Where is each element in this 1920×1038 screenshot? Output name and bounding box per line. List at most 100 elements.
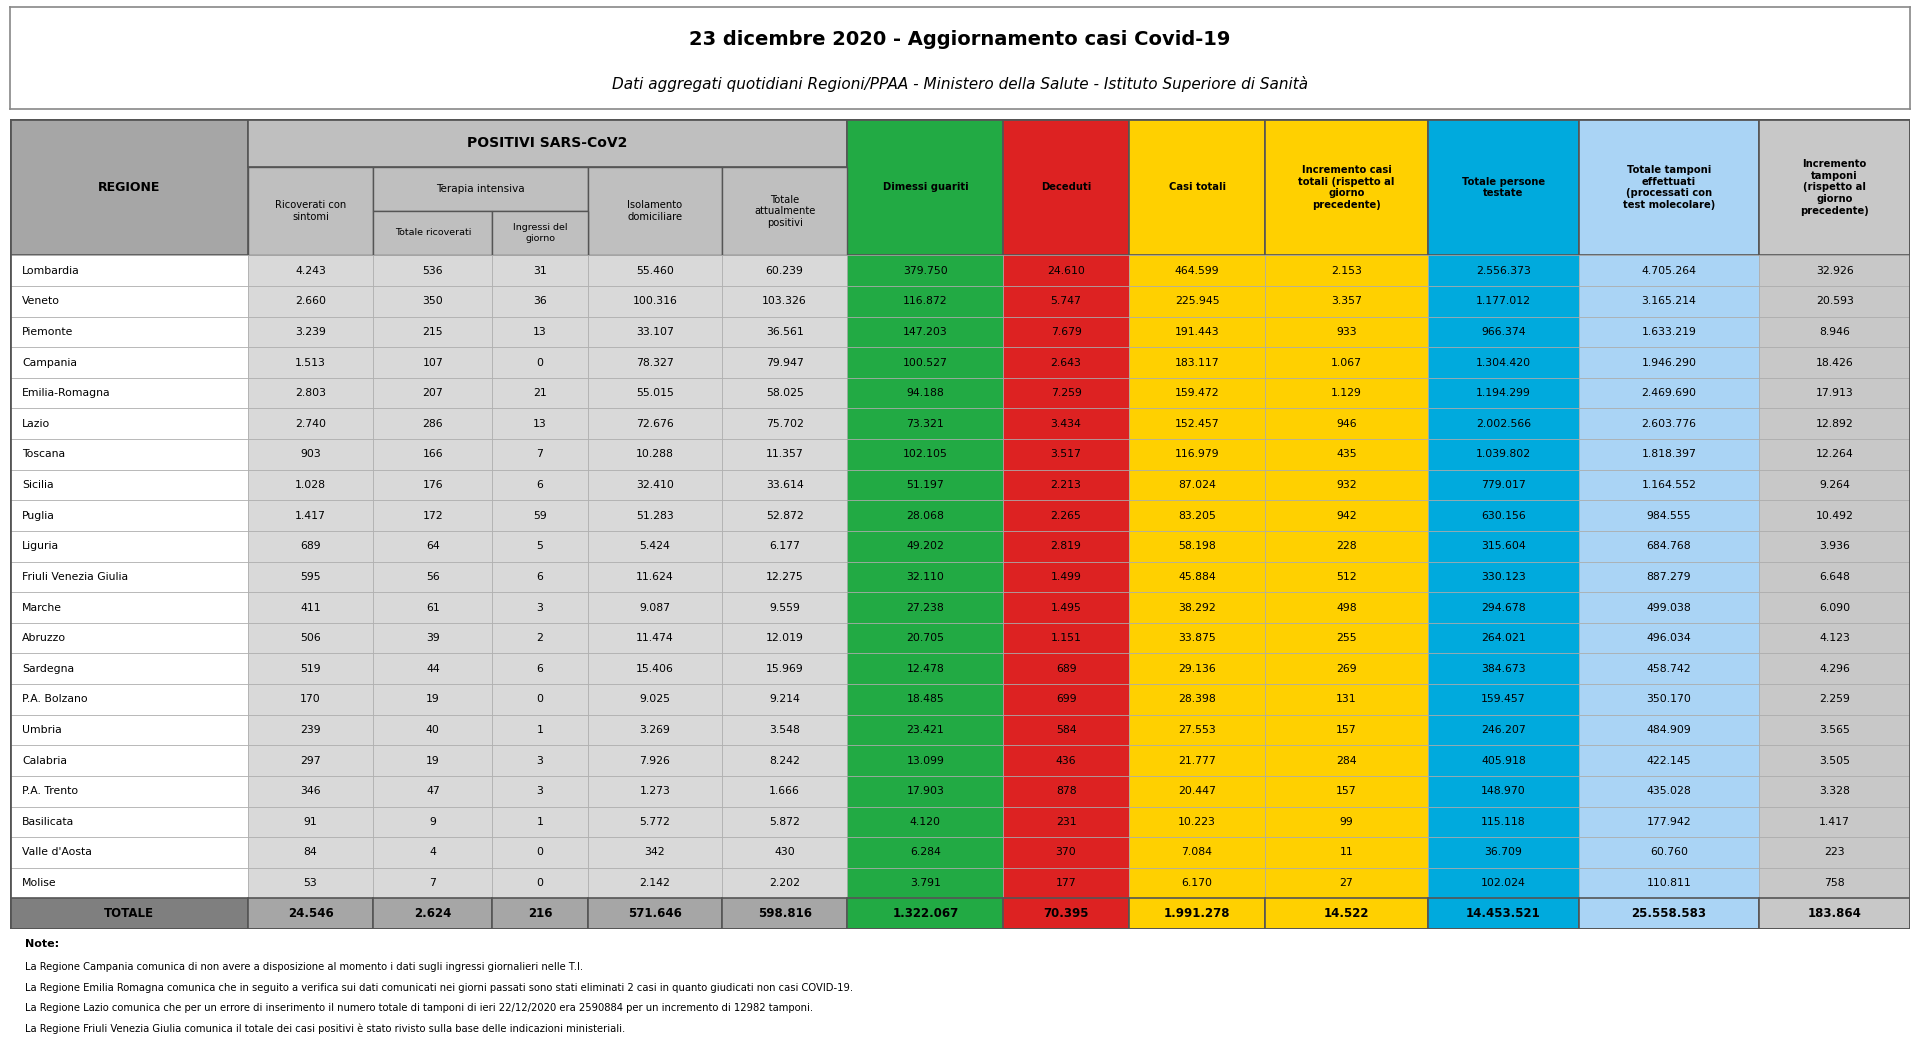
Text: 2.603.776: 2.603.776 bbox=[1642, 418, 1697, 429]
Bar bbox=[1129, 119, 1265, 255]
Text: 28.068: 28.068 bbox=[906, 511, 945, 521]
Bar bbox=[372, 348, 492, 378]
Bar bbox=[372, 317, 492, 348]
Bar bbox=[847, 286, 1004, 317]
Bar bbox=[248, 286, 372, 317]
Bar bbox=[10, 868, 248, 899]
Text: Ingressi del
giorno: Ingressi del giorno bbox=[513, 223, 566, 243]
Text: 4.243: 4.243 bbox=[296, 266, 326, 276]
Text: 5.747: 5.747 bbox=[1050, 296, 1081, 306]
Bar bbox=[1129, 562, 1265, 593]
Bar bbox=[1129, 409, 1265, 439]
Text: POSITIVI SARS-CoV2: POSITIVI SARS-CoV2 bbox=[467, 136, 628, 151]
Bar bbox=[1428, 868, 1578, 899]
Text: 102.105: 102.105 bbox=[902, 449, 948, 460]
Text: 23 dicembre 2020 - Aggiornamento casi Covid-19: 23 dicembre 2020 - Aggiornamento casi Co… bbox=[689, 30, 1231, 50]
Bar bbox=[1265, 255, 1428, 286]
Text: Totale tamponi
effettuati
(processati con
test molecolare): Totale tamponi effettuati (processati co… bbox=[1622, 165, 1715, 210]
Text: 11.624: 11.624 bbox=[636, 572, 674, 582]
Text: 176: 176 bbox=[422, 480, 444, 490]
Text: Incremento
tamponi
(rispetto al
giorno
precedente): Incremento tamponi (rispetto al giorno p… bbox=[1801, 159, 1868, 216]
Bar bbox=[847, 807, 1004, 838]
Text: Sardegna: Sardegna bbox=[23, 663, 75, 674]
Text: 12.019: 12.019 bbox=[766, 633, 804, 644]
Bar bbox=[722, 409, 847, 439]
Text: Piemonte: Piemonte bbox=[23, 327, 73, 337]
Text: 116.872: 116.872 bbox=[902, 296, 948, 306]
Bar bbox=[1129, 868, 1265, 899]
Text: 157: 157 bbox=[1336, 725, 1357, 735]
Text: 7.926: 7.926 bbox=[639, 756, 670, 766]
Bar bbox=[372, 167, 588, 211]
Bar bbox=[1759, 470, 1910, 500]
Text: 40: 40 bbox=[426, 725, 440, 735]
Text: 2.153: 2.153 bbox=[1331, 266, 1361, 276]
Bar bbox=[492, 623, 588, 654]
Bar bbox=[847, 470, 1004, 500]
Bar bbox=[588, 255, 722, 286]
Bar bbox=[372, 531, 492, 562]
Text: 946: 946 bbox=[1336, 418, 1357, 429]
Bar bbox=[372, 409, 492, 439]
Bar bbox=[1578, 776, 1759, 807]
Bar bbox=[588, 776, 722, 807]
Text: Umbria: Umbria bbox=[23, 725, 61, 735]
Bar bbox=[1578, 286, 1759, 317]
Text: Isolamento
domiciliare: Isolamento domiciliare bbox=[628, 200, 682, 222]
Text: 64: 64 bbox=[426, 541, 440, 551]
Bar bbox=[588, 167, 722, 255]
Text: 33.107: 33.107 bbox=[636, 327, 674, 337]
Bar bbox=[248, 409, 372, 439]
Bar bbox=[1265, 286, 1428, 317]
Text: 7.679: 7.679 bbox=[1050, 327, 1081, 337]
Text: 10.492: 10.492 bbox=[1816, 511, 1853, 521]
Text: 91: 91 bbox=[303, 817, 317, 827]
Bar bbox=[248, 807, 372, 838]
Bar bbox=[1004, 684, 1129, 715]
Bar bbox=[1129, 807, 1265, 838]
Bar bbox=[1004, 500, 1129, 531]
Bar bbox=[1265, 378, 1428, 409]
Text: 39: 39 bbox=[426, 633, 440, 644]
Bar bbox=[10, 593, 248, 623]
Text: 12.264: 12.264 bbox=[1816, 449, 1853, 460]
Bar bbox=[1578, 868, 1759, 899]
Text: 100.316: 100.316 bbox=[632, 296, 678, 306]
Bar bbox=[1129, 715, 1265, 745]
Bar bbox=[722, 470, 847, 500]
Text: 7: 7 bbox=[430, 878, 436, 889]
Bar bbox=[722, 838, 847, 868]
Text: Terapia intensiva: Terapia intensiva bbox=[436, 184, 524, 194]
Bar bbox=[1265, 838, 1428, 868]
Text: 384.673: 384.673 bbox=[1480, 663, 1526, 674]
Bar bbox=[1428, 255, 1578, 286]
Text: 19: 19 bbox=[426, 694, 440, 705]
Text: 3.565: 3.565 bbox=[1818, 725, 1851, 735]
Bar bbox=[588, 348, 722, 378]
Text: 1.273: 1.273 bbox=[639, 786, 670, 796]
Bar bbox=[847, 531, 1004, 562]
Bar bbox=[1578, 317, 1759, 348]
Text: 215: 215 bbox=[422, 327, 444, 337]
Text: 24.546: 24.546 bbox=[288, 907, 334, 921]
Text: 51.283: 51.283 bbox=[636, 511, 674, 521]
Bar bbox=[1265, 807, 1428, 838]
Bar bbox=[492, 868, 588, 899]
Text: 216: 216 bbox=[528, 907, 553, 921]
Bar bbox=[588, 500, 722, 531]
Text: 315.604: 315.604 bbox=[1480, 541, 1526, 551]
Bar bbox=[1004, 317, 1129, 348]
Text: 430: 430 bbox=[774, 847, 795, 857]
Bar bbox=[248, 654, 372, 684]
Bar bbox=[1004, 776, 1129, 807]
Text: 4.120: 4.120 bbox=[910, 817, 941, 827]
Text: 103.326: 103.326 bbox=[762, 296, 806, 306]
Text: 55.015: 55.015 bbox=[636, 388, 674, 399]
Bar bbox=[372, 715, 492, 745]
Text: 379.750: 379.750 bbox=[902, 266, 948, 276]
Text: 83.205: 83.205 bbox=[1179, 511, 1215, 521]
Text: 269: 269 bbox=[1336, 663, 1357, 674]
Text: 207: 207 bbox=[422, 388, 444, 399]
Text: 14.453.521: 14.453.521 bbox=[1467, 907, 1540, 921]
Text: 1.818.397: 1.818.397 bbox=[1642, 449, 1697, 460]
